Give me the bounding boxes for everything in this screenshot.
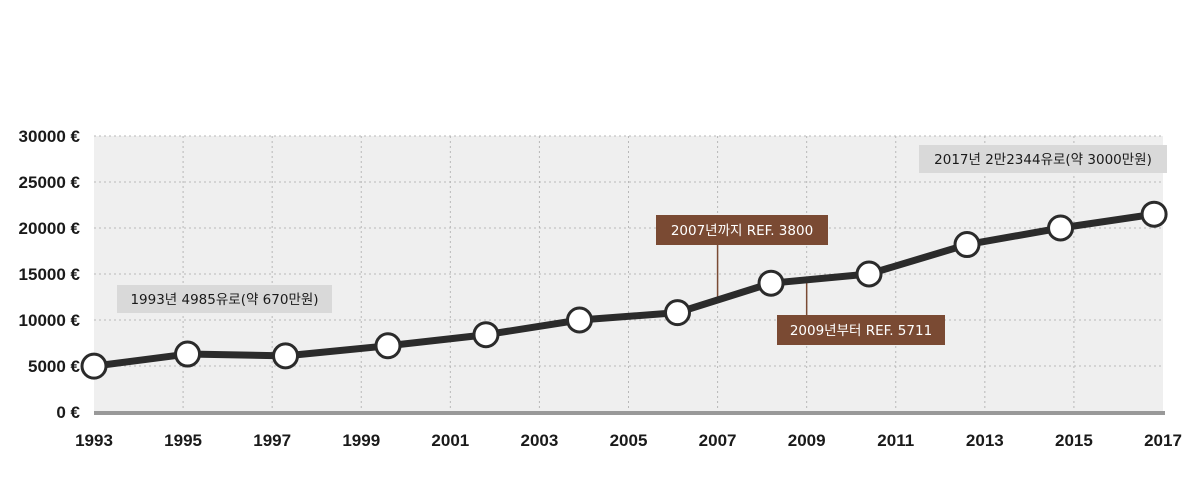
annotation-box xyxy=(656,215,828,245)
data-point xyxy=(663,299,691,327)
data-point xyxy=(80,352,108,380)
series-line xyxy=(93,210,1155,370)
data-point xyxy=(472,321,500,349)
x-tick-label: 2011 xyxy=(877,431,914,450)
data-point xyxy=(174,340,202,368)
data-point xyxy=(757,269,785,297)
x-tick-label: 1993 xyxy=(75,431,113,450)
y-tick-label: 0 € xyxy=(56,403,80,422)
data-point xyxy=(855,260,883,288)
annotation-leaders xyxy=(716,245,808,315)
annotation-label: 2009년부터 REF. 5711 xyxy=(790,323,932,339)
x-tick-label: 1995 xyxy=(164,431,202,450)
data-point xyxy=(1047,214,1075,242)
y-tick-label: 20000 € xyxy=(19,219,81,238)
annotation-box xyxy=(777,315,945,345)
x-tick-label: 2013 xyxy=(966,431,1004,450)
annotation-label: 1993년 4985유로(약 670만원) xyxy=(130,292,318,308)
annotation-box xyxy=(117,285,332,313)
y-axis: 0 € 5000 € 10000 € 15000 € 20000 € 25000 € 300… xyxy=(19,127,81,422)
annotation-label: 2007년까지 REF. 3800 xyxy=(671,223,813,239)
annotation-label: 2017년 2만2344유로(약 3000만원) xyxy=(934,152,1152,168)
x-tick-label: 2009 xyxy=(788,431,826,450)
data-point xyxy=(374,332,402,360)
data-point xyxy=(953,231,981,259)
data-point xyxy=(566,306,594,334)
x-tick-label: 2001 xyxy=(431,431,469,450)
x-tick-label: 1999 xyxy=(342,431,380,450)
data-point xyxy=(272,342,300,370)
x-tick-label: 2007 xyxy=(699,431,737,450)
annotations: 1993년 4985유로(약 670만원) 2007년까지 REF. 3800 20… xyxy=(117,145,1167,345)
y-tick-label: 30000 € xyxy=(19,127,81,146)
x-tick-label: 1997 xyxy=(253,431,291,450)
data-points xyxy=(80,200,1168,380)
y-tick-label: 15000 € xyxy=(19,265,81,284)
data-point xyxy=(1140,200,1168,228)
x-axis: 1993 1995 1997 1999 2001 2003 2005 2007 2009 2011… xyxy=(75,431,1182,450)
y-tick-label: 25000 € xyxy=(19,173,81,192)
y-tick-label: 5000 € xyxy=(28,357,81,376)
x-tick-label: 2003 xyxy=(521,431,559,450)
annotation-box xyxy=(919,145,1167,173)
x-tick-label: 2005 xyxy=(610,431,648,450)
x-tick-label: 2015 xyxy=(1055,431,1093,450)
y-tick-label: 10000 € xyxy=(19,311,81,330)
x-tick-label: 2017 xyxy=(1144,431,1182,450)
